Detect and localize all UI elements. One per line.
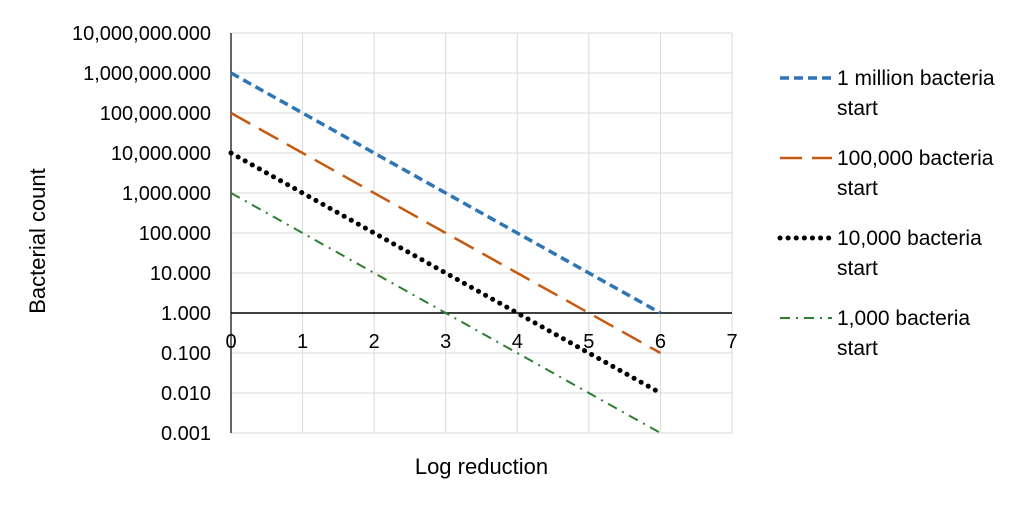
axes — [230, 33, 732, 433]
x-tick-label: 3 — [440, 331, 451, 353]
y-tick-label: 1.000 — [161, 303, 211, 325]
series-line-4 — [230, 192, 661, 434]
legend-label-3: 10,000 bacteria start — [837, 227, 982, 280]
legend-label-line: 100,000 bacteria — [837, 147, 994, 170]
grid — [230, 32, 733, 434]
y-tick-label: 1,000.000 — [122, 183, 211, 205]
series-line-2 — [230, 111, 662, 355]
legend-label-line: 1 million bacteria — [837, 67, 995, 90]
x-tick-label: 1 — [297, 331, 308, 353]
legend-label-2: 100,000 bacteria start — [837, 147, 994, 200]
legend-label-1: 1 million bacteria start — [837, 67, 995, 120]
y-tick-label: 0.001 — [161, 423, 211, 445]
y-tick-label: 0.100 — [161, 343, 211, 365]
y-tick-label: 0.010 — [161, 383, 211, 405]
legend-label-line: start — [837, 177, 878, 200]
legend-label-line: start — [837, 97, 878, 120]
series-line-1 — [230, 71, 662, 315]
x-tick-label: 5 — [583, 331, 594, 353]
x-tick-label: 6 — [655, 331, 666, 353]
legend-label-line: 1,000 bacteria — [837, 307, 970, 330]
legend: 1 million bacteria start 100,000 bacteria s… — [777, 67, 995, 360]
y-tick-label: 100.000 — [139, 223, 211, 245]
legend-label-line: start — [837, 337, 878, 360]
y-tick-label: 100,000.000 — [100, 103, 211, 125]
tick-labels: 10,000,000.0001,000,000.000100,000.00010… — [72, 23, 738, 445]
x-tick-label: 7 — [726, 331, 737, 353]
legend-label-4: 1,000 bacteria start — [837, 307, 970, 360]
x-tick-label: 4 — [512, 331, 523, 353]
series-line-3 — [228, 150, 663, 396]
x-axis-title: Log reduction — [415, 454, 548, 479]
legend-label-line: start — [837, 257, 878, 280]
y-tick-label: 10.000 — [150, 263, 211, 285]
y-tick-label: 1,000,000.000 — [83, 63, 211, 85]
legend-label-line: 10,000 bacteria — [837, 227, 982, 250]
series-lines — [228, 71, 663, 434]
x-tick-label: 2 — [369, 331, 380, 353]
y-tick-label: 10,000.000 — [111, 143, 211, 165]
y-axis-title: Bacterial count — [25, 168, 50, 314]
y-tick-label: 10,000,000.000 — [72, 23, 211, 45]
x-tick-label: 0 — [225, 331, 236, 353]
